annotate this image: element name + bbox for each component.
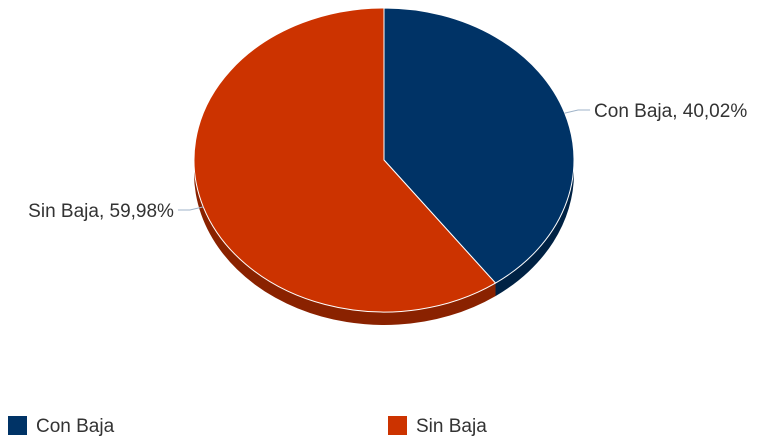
legend-item-sin-baja[interactable]: Sin Baja xyxy=(388,416,487,437)
label-connector-sin-baja xyxy=(177,206,204,211)
slice-label-con-baja: Con Baja, 40,02% xyxy=(594,101,747,122)
legend-label-sin-baja: Sin Baja xyxy=(416,416,487,437)
legend-item-con-baja[interactable]: Con Baja xyxy=(8,416,115,437)
legend: Con Baja Sin Baja xyxy=(8,416,487,437)
legend-swatch-con-baja xyxy=(8,416,27,435)
slice-labels: Con Baja, 40,02% Sin Baja, 59,98% xyxy=(28,101,747,222)
label-connector-con-baja xyxy=(564,109,591,114)
slice-sin-baja[interactable] xyxy=(193,7,496,313)
legend-label-con-baja: Con Baja xyxy=(36,416,115,437)
pie-3d-depth xyxy=(194,160,575,325)
pie-slices xyxy=(193,7,575,313)
slice-side-con-baja xyxy=(495,160,575,297)
slice-side-sin-baja xyxy=(194,160,496,325)
slice-label-sin-baja: Sin Baja, 59,98% xyxy=(28,201,174,222)
legend-swatch-sin-baja xyxy=(388,416,407,435)
